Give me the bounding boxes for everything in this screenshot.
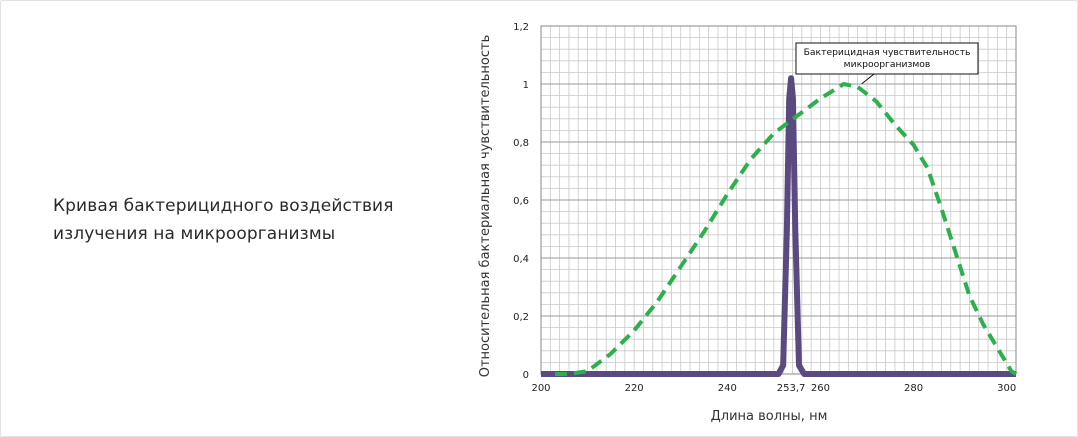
y-axis-title: Относительная бактериальная чувствительн…: [478, 35, 493, 378]
x-tick-label: 300: [997, 383, 1016, 394]
grid-major: [540, 25, 1017, 375]
annotation-leader-line: [861, 73, 875, 85]
x-tick-label: 200: [531, 383, 550, 394]
x-tick-label: 220: [625, 383, 644, 394]
series-layer: [541, 75, 1018, 377]
x-axis-title: Длина волны, нм: [711, 409, 828, 424]
x-tick-labels: 200 220 240 253,7 260 280 300: [531, 383, 1016, 394]
y-tick-label: 0,8: [513, 138, 529, 149]
y-tick-label: 0: [523, 370, 529, 381]
y-tick-label: 1: [523, 80, 529, 91]
y-tick-label: 0,4: [513, 254, 529, 265]
annotation-box: [795, 42, 979, 75]
x-tick-label: 280: [904, 383, 923, 394]
x-tick-label: 240: [718, 383, 737, 394]
annotation-text-line: Бактерицидная чувствительность: [804, 47, 971, 58]
chart-caption: Кривая бактерицидного воздействия излуче…: [53, 196, 394, 244]
series-line-solid: [541, 75, 1016, 377]
y-tick-labels: 0 0,2 0,4 0,6 0,8 1 1,2: [513, 22, 529, 381]
y-tick-label: 0,2: [513, 312, 529, 323]
y-tick-label: 0,6: [513, 196, 529, 207]
annotation-layer: Бактерицидная чувствительностьмикроорган…: [795, 42, 979, 85]
annotation-text-line: микроорганизмов: [844, 59, 931, 70]
x-tick-label: 253,7: [777, 383, 806, 394]
series-line-dashed: [554, 82, 1018, 376]
x-tick-label: 260: [811, 383, 830, 394]
y-tick-label: 1,2: [513, 22, 529, 33]
